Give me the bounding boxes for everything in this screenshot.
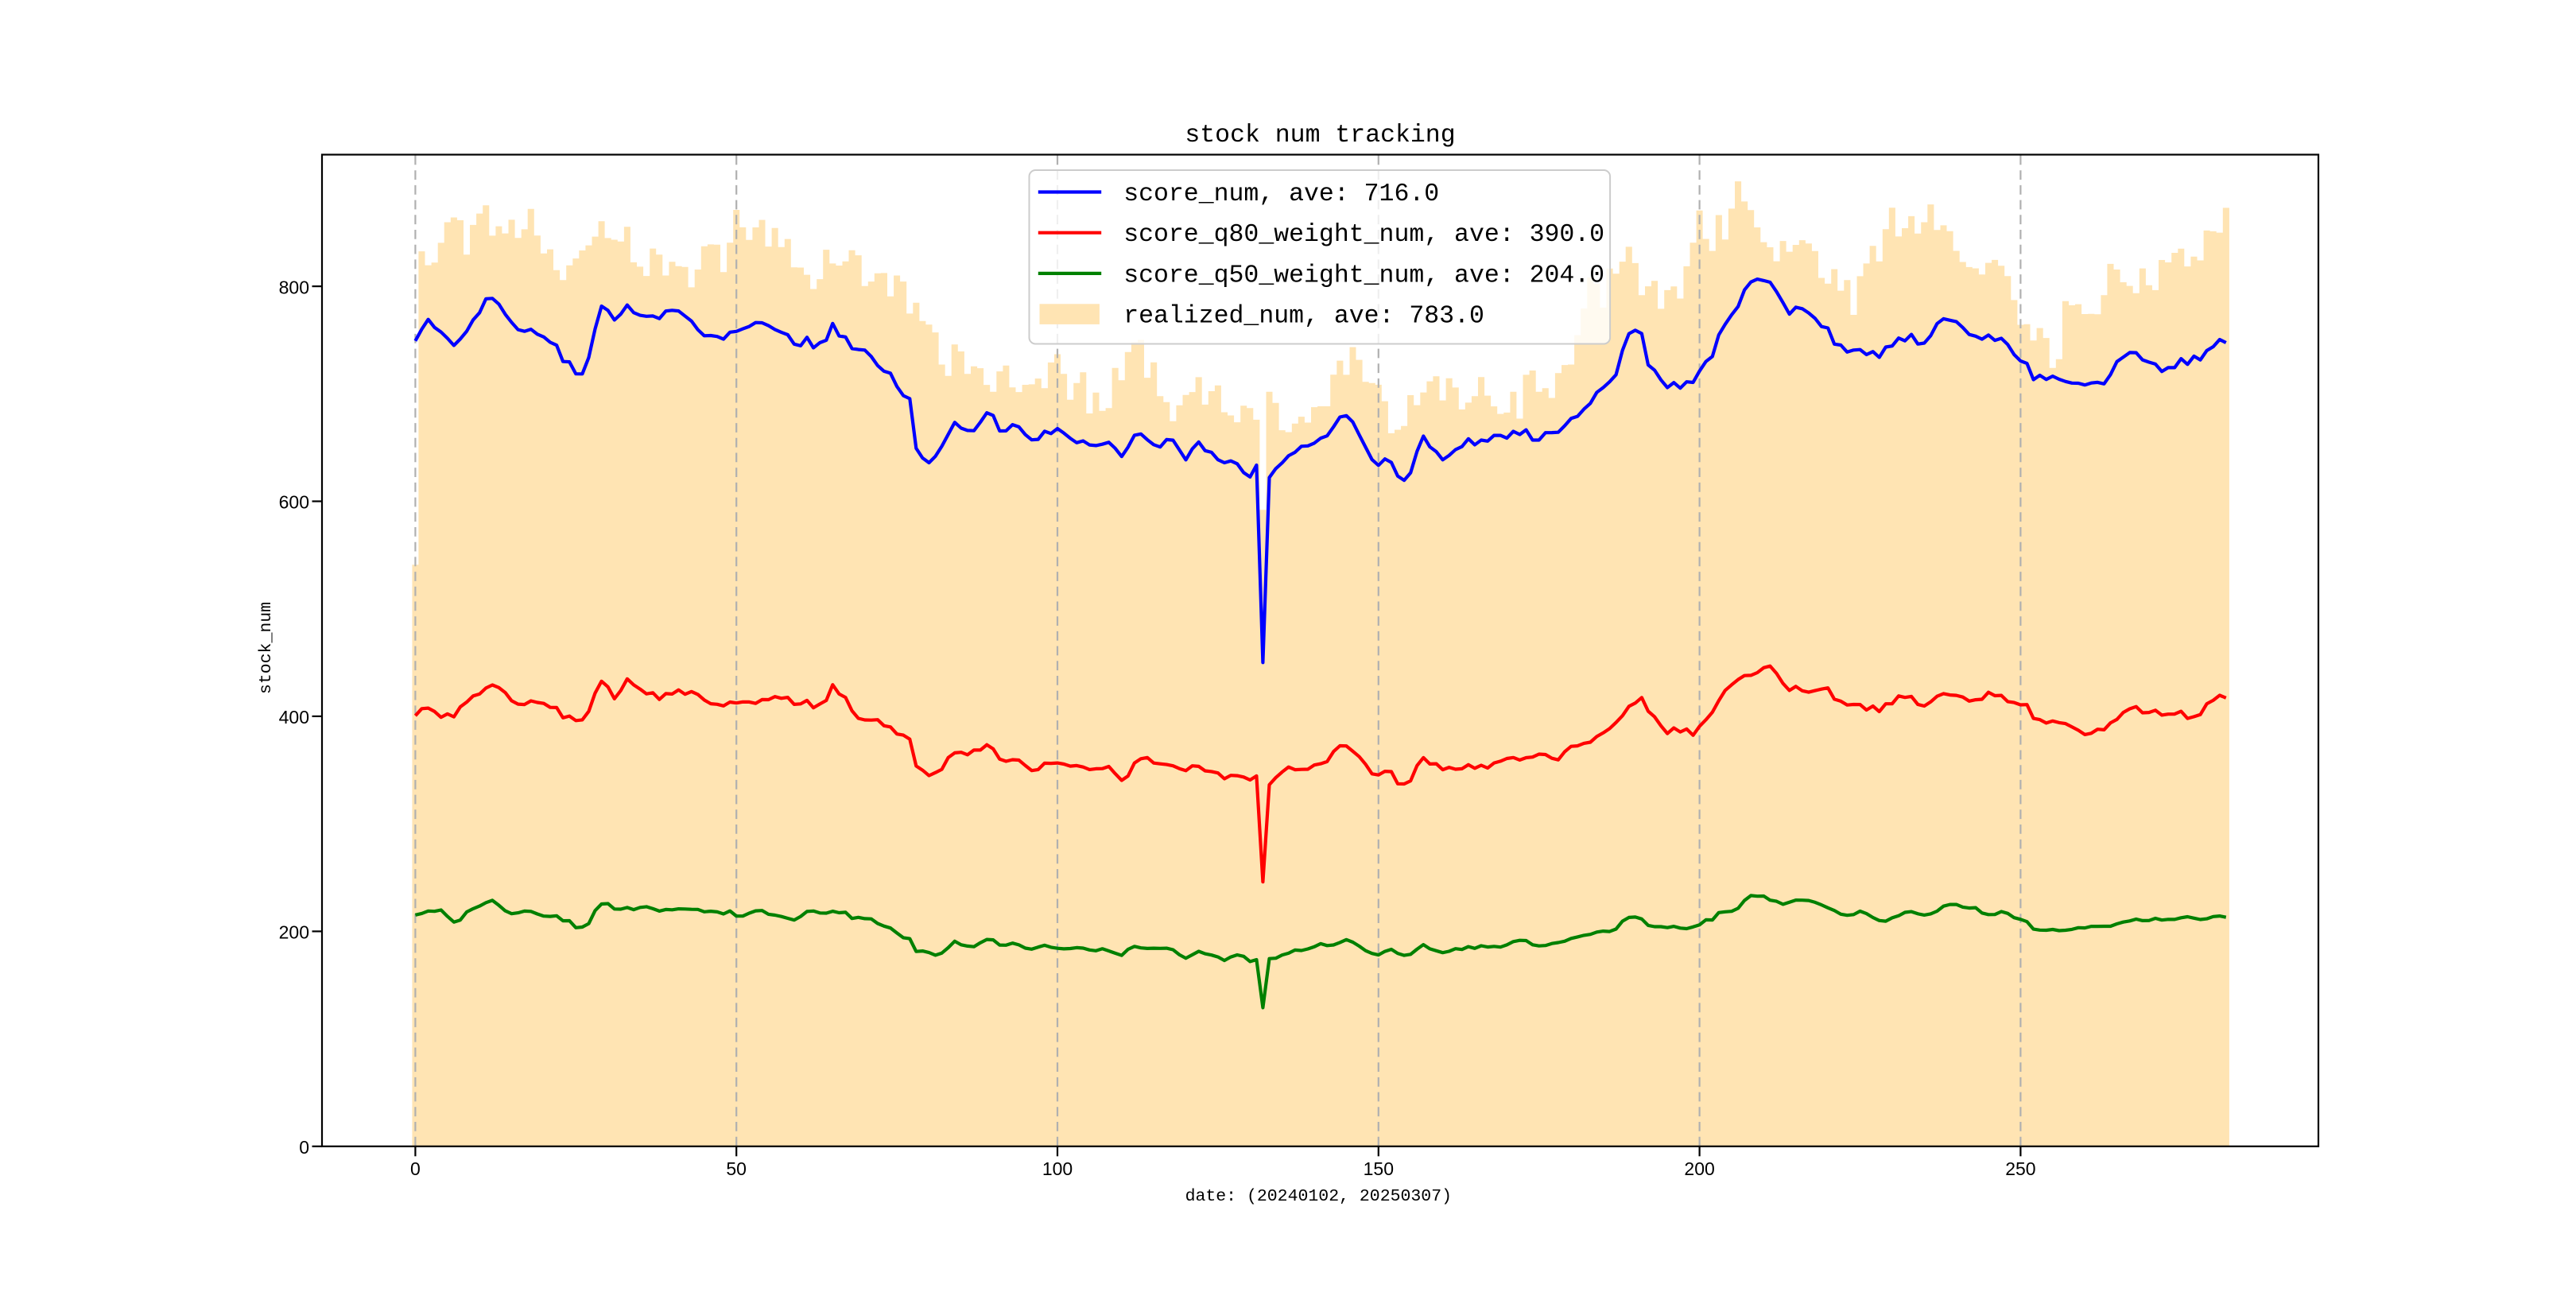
svg-text:date: (20240102, 20250307): date: (20240102, 20250307) — [1185, 1187, 1452, 1206]
svg-text:score_q80_weight_num, ave: 390: score_q80_weight_num, ave: 390.0 — [1123, 221, 1604, 249]
svg-text:stock num tracking: stock num tracking — [1185, 122, 1455, 149]
svg-text:200: 200 — [1684, 1158, 1714, 1179]
svg-text:50: 50 — [726, 1158, 747, 1179]
svg-text:600: 600 — [279, 492, 309, 513]
svg-text:250: 250 — [2005, 1158, 2035, 1179]
svg-text:0: 0 — [410, 1158, 421, 1179]
svg-text:stock_num: stock_num — [257, 602, 276, 694]
svg-text:400: 400 — [279, 707, 309, 727]
svg-text:score_q50_weight_num, ave: 204: score_q50_weight_num, ave: 204.0 — [1123, 262, 1604, 289]
svg-text:800: 800 — [279, 277, 309, 297]
svg-text:score_num, ave: 716.0: score_num, ave: 716.0 — [1123, 180, 1439, 208]
svg-text:200: 200 — [279, 922, 309, 943]
svg-text:realized_num, ave: 783.0: realized_num, ave: 783.0 — [1123, 303, 1484, 331]
svg-text:0: 0 — [299, 1137, 309, 1158]
svg-text:100: 100 — [1042, 1158, 1073, 1179]
svg-text:150: 150 — [1364, 1158, 1394, 1179]
